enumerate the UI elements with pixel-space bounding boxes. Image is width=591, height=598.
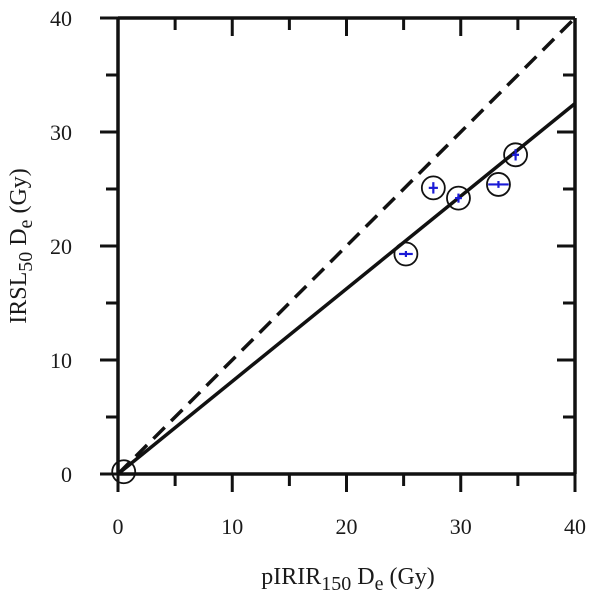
point-marker	[420, 175, 446, 201]
y-tick-label: 30	[50, 120, 72, 145]
point-marker	[486, 172, 511, 197]
x-tick-label: 10	[221, 514, 243, 539]
reference-lines	[116, 16, 577, 476]
data-point	[503, 142, 528, 168]
point-marker	[503, 142, 528, 168]
point-marker	[446, 185, 471, 211]
x-axis-title: pIRIR150 De (Gy)	[261, 564, 435, 595]
tick-labels: 0 10 20 30 40 0 10 20 30 40	[50, 6, 586, 539]
ticks	[100, 16, 577, 492]
y-axis-title: IRSL50 De (Gy)	[6, 168, 37, 324]
fit-line	[116, 102, 577, 476]
data-point	[486, 172, 511, 197]
data-point	[420, 175, 446, 201]
x-tick-label: 40	[564, 514, 586, 539]
x-tick-label: 20	[336, 514, 358, 539]
data-points	[111, 142, 528, 485]
data-point	[393, 241, 419, 267]
one-to-one-line	[116, 16, 577, 476]
y-tick-label: 0	[61, 462, 72, 487]
data-point	[446, 185, 471, 211]
y-tick-label: 40	[50, 6, 72, 31]
data-point	[111, 459, 137, 485]
point-marker	[111, 459, 137, 485]
x-tick-label: 0	[113, 514, 124, 539]
y-tick-label: 20	[50, 234, 72, 259]
x-tick-label: 30	[450, 514, 472, 539]
y-tick-label: 10	[50, 348, 72, 373]
point-marker	[393, 241, 419, 267]
